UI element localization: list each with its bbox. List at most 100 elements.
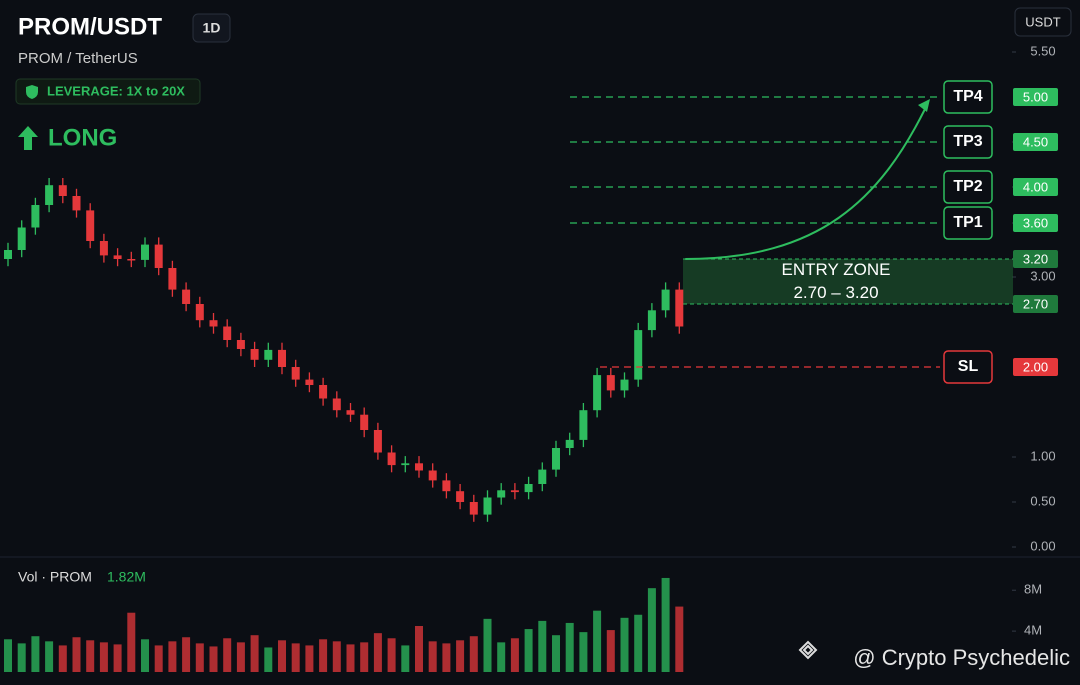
level-box [943, 80, 993, 114]
candle-body [442, 480, 451, 492]
candle-body [264, 349, 273, 360]
volume-bar [250, 635, 259, 672]
watermark: @ Crypto Psychedelic [853, 645, 1070, 670]
volume-bar [182, 637, 191, 672]
candle-body [428, 470, 437, 481]
shield-icon [26, 85, 38, 99]
candle-body [524, 484, 533, 493]
interval[interactable]: 1D [203, 20, 221, 36]
volume-bar [579, 632, 588, 672]
candle-body [31, 205, 40, 228]
candle-body [223, 326, 232, 340]
volume-bar [58, 645, 67, 672]
candle-body [579, 410, 588, 440]
level-box [943, 125, 993, 159]
candle-body [168, 268, 177, 290]
level-tag-label: 2.00 [1023, 359, 1048, 374]
level-tag [1013, 133, 1058, 151]
volume-bar [634, 614, 643, 672]
candle-body [538, 469, 547, 484]
candle-body [58, 185, 67, 196]
candle-body [195, 304, 204, 321]
volume-bar [538, 620, 547, 672]
volume-bar [510, 638, 519, 672]
zone-tag [1013, 295, 1058, 313]
volume-bar [346, 644, 355, 672]
candle-body [17, 227, 26, 250]
candle-body [154, 244, 163, 268]
level-tag [1013, 88, 1058, 106]
volume-bar [647, 588, 656, 672]
volume-bar [565, 622, 574, 672]
volume-bar [606, 630, 615, 672]
candle-body [593, 375, 602, 411]
currency: USDT [1025, 14, 1060, 29]
candle-body [209, 320, 218, 327]
level-box [943, 206, 993, 240]
volume-bar [319, 639, 328, 672]
candle-body [72, 196, 81, 211]
candle-body [236, 340, 245, 349]
volume-bar [524, 629, 533, 672]
entry-zone-range: 2.70 – 3.20 [793, 283, 878, 302]
volume-bar [456, 640, 465, 672]
volume-bar [278, 640, 286, 672]
level-tag [1013, 358, 1058, 376]
candle-body [127, 259, 136, 261]
candle-body [661, 289, 670, 311]
candle-body [387, 452, 396, 466]
zone-tag-label: 2.70 [1023, 296, 1048, 311]
candle-body [647, 310, 656, 331]
volume-bar [428, 641, 437, 672]
volume-bar [99, 642, 108, 672]
volume-bar [620, 617, 629, 672]
candle-body [45, 185, 54, 205]
candle-body [250, 349, 259, 360]
y-tick-label: 3.00 [1030, 268, 1055, 283]
volume-bar [387, 638, 396, 672]
volume-bar [661, 577, 670, 672]
candle-body [113, 255, 122, 259]
candle-body [99, 241, 108, 256]
candle-body [456, 491, 465, 502]
volume-bar [141, 639, 149, 672]
candle-body [4, 250, 12, 259]
volume-bar [552, 635, 560, 672]
volume-bar [483, 618, 492, 672]
candle-body [634, 330, 643, 380]
volume-bar [4, 639, 12, 672]
candle-body [606, 375, 615, 391]
interval-box[interactable] [192, 13, 231, 43]
candle-body [373, 430, 382, 453]
volume-bar [373, 633, 382, 672]
candle-body [620, 379, 629, 391]
candle-body [141, 244, 149, 260]
y-tick-label: 5.50 [1030, 43, 1055, 58]
zone-tag [1013, 250, 1058, 268]
candle-body [346, 410, 355, 415]
volume-bar [360, 642, 369, 672]
volume-bar [168, 641, 177, 672]
entry-zone [683, 259, 1013, 304]
volume-bar [401, 645, 410, 672]
volume-bar [127, 612, 136, 672]
candle-body [469, 502, 478, 515]
zone-tag-label: 3.20 [1023, 251, 1048, 266]
candle-body [360, 414, 369, 430]
y-tick-label: 0.50 [1030, 493, 1055, 508]
logo [798, 640, 818, 660]
level-tag-label: 5.00 [1023, 89, 1048, 104]
candle-body [305, 379, 314, 385]
candle-body [565, 439, 574, 448]
volume-bar [86, 640, 95, 672]
level-name: TP2 [953, 178, 982, 195]
volume-bar [223, 638, 232, 672]
level-tag-label: 4.50 [1023, 134, 1048, 149]
volume-bar [442, 643, 451, 672]
candle-body [182, 289, 191, 304]
candle-body [86, 210, 95, 241]
level-box [943, 170, 993, 204]
volume-bar [415, 626, 423, 672]
